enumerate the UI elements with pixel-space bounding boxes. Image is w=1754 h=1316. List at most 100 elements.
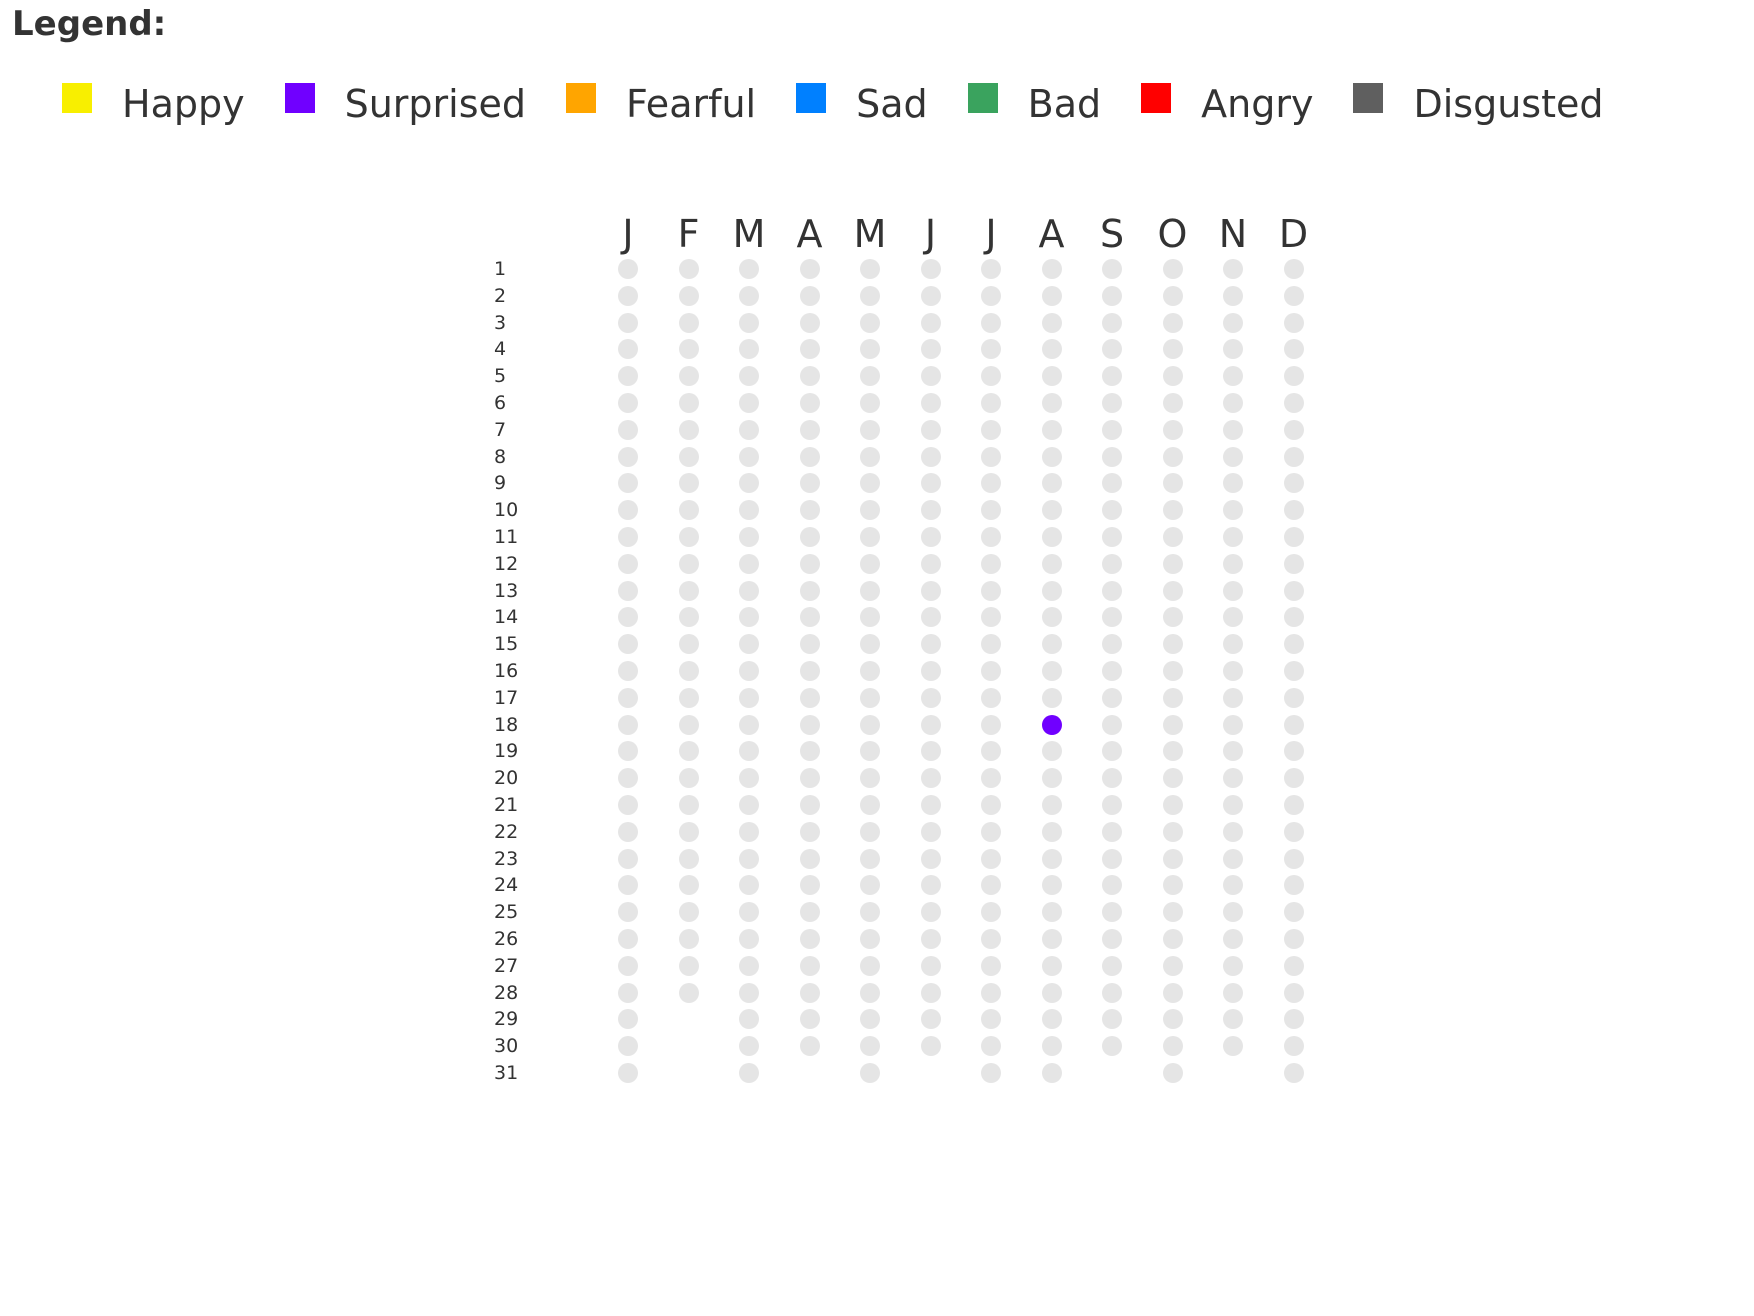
day-dot[interactable]	[1102, 446, 1122, 467]
day-dot[interactable]	[1041, 1036, 1062, 1057]
day-dot[interactable]	[1102, 312, 1122, 333]
day-dot[interactable]	[1041, 768, 1062, 789]
day-dot[interactable]	[1102, 661, 1122, 681]
day-dot[interactable]	[1223, 982, 1243, 1003]
day-dot[interactable]	[920, 527, 941, 547]
day-dot[interactable]	[678, 607, 699, 628]
day-dot[interactable]	[678, 473, 699, 494]
day-dot[interactable]	[1283, 259, 1304, 279]
day-dot[interactable]	[618, 661, 638, 681]
day-dot[interactable]	[1102, 929, 1122, 949]
day-dot[interactable]	[739, 1063, 759, 1083]
day-dot[interactable]	[1102, 875, 1122, 896]
day-dot[interactable]	[1223, 285, 1243, 306]
day-dot[interactable]	[1162, 687, 1183, 708]
day-dot[interactable]	[618, 580, 638, 601]
day-dot[interactable]	[1162, 339, 1183, 360]
day-dot[interactable]	[1162, 634, 1183, 655]
day-dot[interactable]	[1162, 661, 1183, 681]
day-dot[interactable]	[739, 875, 759, 896]
day-dot[interactable]	[799, 419, 820, 440]
day-dot[interactable]	[981, 741, 1001, 762]
day-dot[interactable]	[1041, 741, 1062, 762]
day-dot[interactable]	[1223, 366, 1243, 387]
day-dot[interactable]	[1223, 339, 1243, 360]
day-dot[interactable]	[1223, 821, 1243, 842]
day-dot[interactable]	[1102, 634, 1122, 655]
day-dot[interactable]	[1041, 982, 1062, 1003]
day-dot[interactable]	[860, 285, 880, 306]
day-dot[interactable]	[618, 419, 638, 440]
day-dot[interactable]	[739, 473, 759, 494]
day-dot[interactable]	[1162, 419, 1183, 440]
day-dot[interactable]	[618, 1063, 638, 1083]
day-dot[interactable]	[618, 848, 638, 869]
day-dot[interactable]	[1223, 312, 1243, 333]
day-dot[interactable]	[1283, 741, 1304, 762]
day-dot[interactable]	[1223, 553, 1243, 574]
day-dot[interactable]	[1041, 661, 1062, 681]
day-dot[interactable]	[920, 312, 941, 333]
day-dot[interactable]	[1162, 366, 1183, 387]
day-dot[interactable]	[981, 366, 1001, 387]
day-dot[interactable]	[981, 714, 1001, 735]
day-dot[interactable]	[739, 259, 759, 279]
day-dot[interactable]	[1223, 768, 1243, 789]
day-dot[interactable]	[739, 1009, 759, 1030]
day-dot[interactable]	[618, 929, 638, 949]
day-dot[interactable]	[920, 259, 941, 279]
day-dot[interactable]	[860, 527, 880, 547]
day-dot[interactable]	[920, 634, 941, 655]
day-dot[interactable]	[920, 768, 941, 789]
day-dot[interactable]	[1162, 527, 1183, 547]
day-dot[interactable]	[860, 661, 880, 681]
day-dot[interactable]	[678, 902, 699, 923]
day-dot[interactable]	[920, 875, 941, 896]
day-dot[interactable]	[1102, 687, 1122, 708]
day-dot[interactable]	[1041, 607, 1062, 628]
day-dot[interactable]	[618, 553, 638, 574]
day-dot[interactable]	[1223, 446, 1243, 467]
day-dot[interactable]	[1162, 982, 1183, 1003]
day-dot[interactable]	[618, 821, 638, 842]
day-dot[interactable]	[1162, 285, 1183, 306]
day-dot[interactable]	[1283, 312, 1304, 333]
day-dot[interactable]	[1223, 259, 1243, 279]
day-dot[interactable]	[860, 500, 880, 521]
day-dot[interactable]	[1223, 875, 1243, 896]
day-dot[interactable]	[799, 500, 820, 521]
day-dot[interactable]	[1102, 259, 1122, 279]
day-dot[interactable]	[981, 393, 1001, 413]
day-dot[interactable]	[981, 312, 1001, 333]
day-dot[interactable]	[1041, 473, 1062, 494]
day-dot[interactable]	[981, 821, 1001, 842]
day-dot[interactable]	[920, 902, 941, 923]
day-dot[interactable]	[981, 446, 1001, 467]
day-dot[interactable]	[739, 553, 759, 574]
day-dot[interactable]	[1283, 634, 1304, 655]
day-dot[interactable]	[678, 741, 699, 762]
day-dot[interactable]	[1283, 821, 1304, 842]
day-dot[interactable]	[981, 982, 1001, 1003]
day-dot[interactable]	[1102, 821, 1122, 842]
day-dot[interactable]	[1162, 714, 1183, 735]
day-dot[interactable]	[678, 393, 699, 413]
day-dot[interactable]	[739, 312, 759, 333]
day-dot[interactable]	[1283, 929, 1304, 949]
day-dot[interactable]	[678, 339, 699, 360]
day-dot[interactable]	[1102, 982, 1122, 1003]
day-dot[interactable]	[860, 902, 880, 923]
day-dot[interactable]	[799, 982, 820, 1003]
day-dot[interactable]	[981, 259, 1001, 279]
day-dot[interactable]	[678, 553, 699, 574]
day-dot[interactable]	[1223, 580, 1243, 601]
day-dot[interactable]	[1041, 500, 1062, 521]
day-dot[interactable]	[860, 634, 880, 655]
day-dot[interactable]	[799, 1009, 820, 1030]
day-dot[interactable]	[1162, 553, 1183, 574]
day-dot[interactable]	[1223, 527, 1243, 547]
day-dot[interactable]	[1162, 929, 1183, 949]
day-dot[interactable]	[1102, 500, 1122, 521]
day-dot[interactable]	[920, 473, 941, 494]
day-dot[interactable]	[860, 714, 880, 735]
